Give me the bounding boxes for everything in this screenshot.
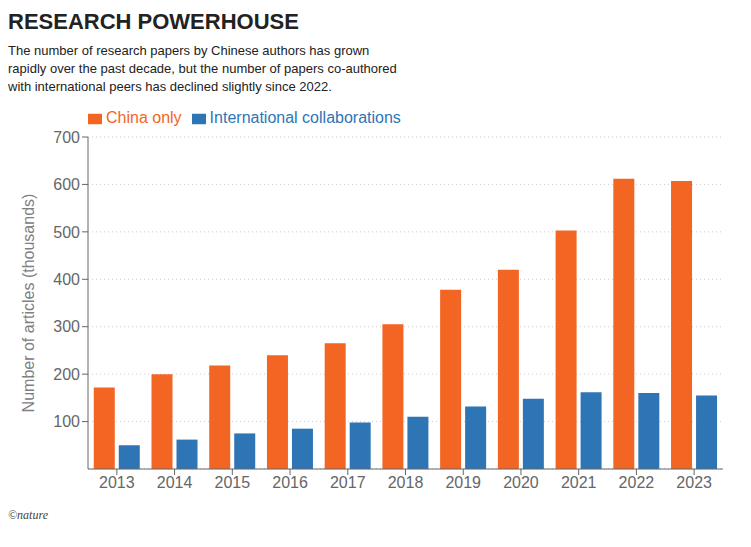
html-text:The number of research papers: The number of research papers by Chinese… bbox=[8, 43, 397, 94]
html-text:RESEARCH POWERHOUSE: RESEARCH POWERHOUSE bbox=[8, 9, 299, 34]
svg-text:700: 700 bbox=[53, 129, 80, 146]
svg-text:2019: 2019 bbox=[445, 474, 481, 491]
svg-text:2016: 2016 bbox=[272, 474, 308, 491]
html-text:China only: China only bbox=[106, 109, 182, 126]
svg-text:2014: 2014 bbox=[157, 474, 193, 491]
svg-text:Number of articles (thousands): Number of articles (thousands) bbox=[20, 194, 37, 413]
svg-text:2022: 2022 bbox=[619, 474, 655, 491]
svg-text:2021: 2021 bbox=[561, 474, 597, 491]
svg-text:200: 200 bbox=[53, 366, 80, 383]
svg-text:600: 600 bbox=[53, 176, 80, 193]
svg-text:2020: 2020 bbox=[503, 474, 539, 491]
svg-text:300: 300 bbox=[53, 318, 80, 335]
svg-text:400: 400 bbox=[53, 271, 80, 288]
html-text:International collaborations: International collaborations bbox=[209, 109, 401, 126]
html-text:©nature: ©nature bbox=[8, 508, 48, 522]
svg-text:2013: 2013 bbox=[99, 474, 135, 491]
svg-text:100: 100 bbox=[53, 413, 80, 430]
svg-text:2017: 2017 bbox=[330, 474, 366, 491]
svg-text:2018: 2018 bbox=[388, 474, 424, 491]
svg-text:2023: 2023 bbox=[676, 474, 712, 491]
svg-text:2015: 2015 bbox=[215, 474, 251, 491]
svg-text:500: 500 bbox=[53, 224, 80, 241]
